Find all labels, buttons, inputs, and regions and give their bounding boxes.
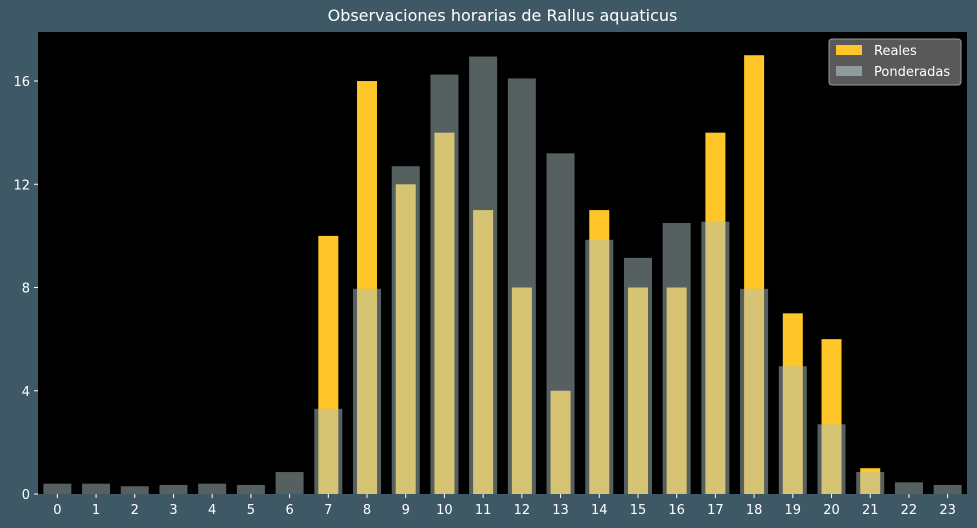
y-tick-label-0: 0 [22,488,30,503]
bar-ponderadas-23 [933,484,962,494]
bar-ponderadas-1 [82,483,111,494]
x-tick-label-1: 1 [92,503,100,518]
bar-ponderadas-22 [894,482,923,494]
bar-ponderadas-19 [778,366,807,494]
x-tick-label-12: 12 [514,503,531,518]
bar-ponderadas-21 [856,472,885,494]
legend: Reales Ponderadas [828,38,962,86]
bar-ponderadas-10 [430,74,459,494]
x-tick-label-10: 10 [436,503,453,518]
bar-ponderadas-11 [469,56,498,494]
legend-label-ponderadas: Ponderadas [874,65,950,80]
y-tick-label-12: 12 [13,178,30,193]
bar-ponderadas-4 [198,483,227,494]
bar-ponderadas-8 [353,288,382,494]
series-ponderadas [43,56,962,495]
legend-swatch-reales [836,45,862,55]
chart-title: Observaciones horarias de Rallus aquatic… [327,6,678,25]
x-tick-label-13: 13 [552,503,569,518]
bar-ponderadas-17 [701,221,730,494]
bar-ponderadas-16 [662,222,691,494]
y-tick-label-16: 16 [13,75,30,90]
x-tick-label-17: 17 [707,503,724,518]
y-tick-label-8: 8 [22,282,30,297]
x-tick-label-5: 5 [247,503,255,518]
x-tick-label-15: 15 [630,503,647,518]
x-tick-label-7: 7 [324,503,332,518]
x-tick-label-19: 19 [785,503,802,518]
legend-swatch-ponderadas [836,66,862,76]
x-tick-label-4: 4 [208,503,216,518]
x-tick-label-8: 8 [363,503,371,518]
x-tick-label-11: 11 [475,503,492,518]
x-tick-label-18: 18 [746,503,763,518]
x-tick-label-22: 22 [901,503,918,518]
bar-ponderadas-6 [275,472,304,494]
x-tick-label-14: 14 [591,503,608,518]
bar-ponderadas-2 [120,486,149,494]
x-tick-label-20: 20 [823,503,840,518]
x-tick-label-16: 16 [668,503,685,518]
bar-ponderadas-14 [585,239,614,494]
bar-ponderadas-9 [391,166,420,495]
bar-ponderadas-0 [43,483,72,494]
y-tick-label-4: 4 [22,385,30,400]
x-tick-label-23: 23 [939,503,956,518]
bar-ponderadas-20 [817,424,846,494]
x-tick-label-2: 2 [131,503,139,518]
plot-area [38,32,967,494]
legend-label-reales: Reales [874,44,917,59]
x-tick-label-21: 21 [862,503,879,518]
x-tick-label-3: 3 [169,503,177,518]
bar-ponderadas-15 [623,257,652,494]
x-tick-label-6: 6 [285,503,293,518]
axes: 0 1 2 3 4 5 6 7 8 9 10 11 12 13 14 15 16 17 18 19 20 21 22 2304… [13,75,955,518]
bar-ponderadas-18 [740,288,769,494]
bar-ponderadas-12 [507,78,536,494]
x-tick-label-9: 9 [402,503,410,518]
bar-ponderadas-13 [546,153,575,495]
bar-ponderadas-5 [236,484,265,494]
bar-ponderadas-3 [159,484,188,494]
x-tick-label-0: 0 [53,503,61,518]
bar-ponderadas-7 [314,408,343,494]
